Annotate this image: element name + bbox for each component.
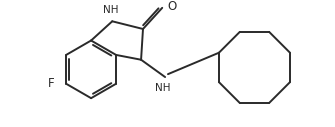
Text: NH: NH (155, 83, 171, 93)
Text: NH: NH (103, 5, 118, 15)
Text: O: O (167, 0, 176, 13)
Text: F: F (48, 77, 55, 90)
